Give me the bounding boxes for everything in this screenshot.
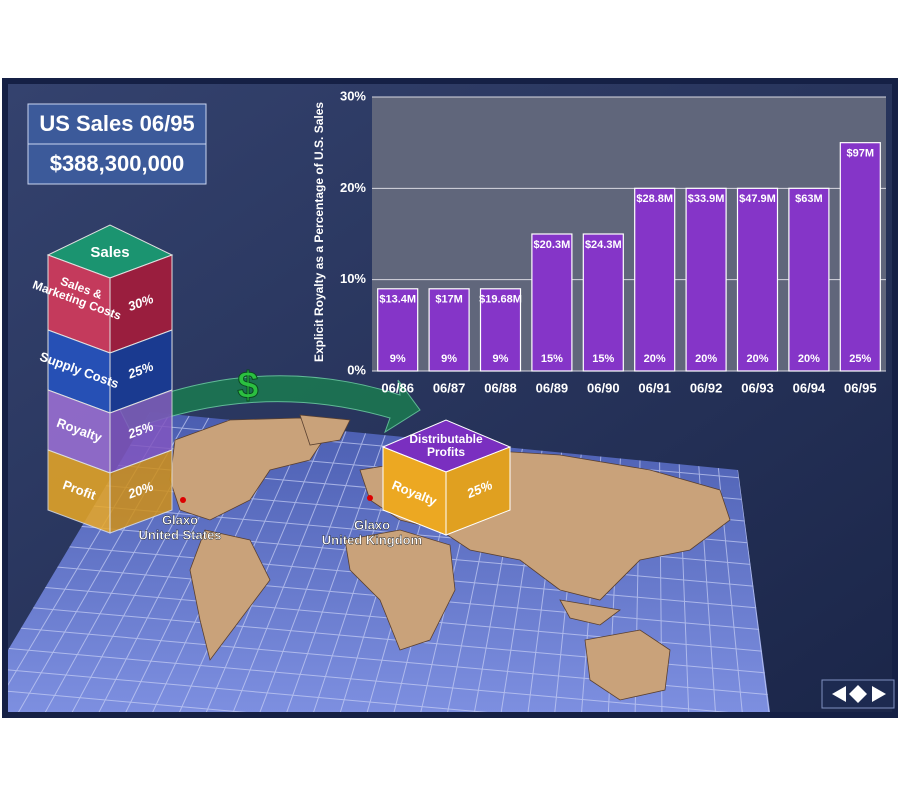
bar (839, 142, 881, 372)
nav-next[interactable] (872, 686, 886, 702)
map-grid-line (229, 431, 347, 712)
map-label: Glaxo (354, 517, 390, 532)
bar-value-label: 15% (541, 353, 563, 365)
x-tick-label: 06/86 (381, 380, 414, 395)
bar-value-label: 20% (798, 353, 820, 365)
indonesia (559, 599, 621, 626)
bar-value-label: 9% (441, 353, 457, 365)
panel-title-box (27, 103, 207, 145)
y-axis-label: Explicit Royalty as a Percentage of U.S.… (312, 102, 326, 362)
bar (788, 187, 830, 372)
x-tick-label: 06/87 (433, 380, 466, 395)
x-tick-label: 06/88 (484, 380, 517, 395)
panel-amount-box (27, 143, 207, 185)
cube-side (445, 446, 511, 536)
bar (685, 187, 727, 372)
bar (428, 288, 470, 372)
x-tick-label: 06/93 (741, 380, 774, 395)
map-grid-line (8, 625, 770, 707)
bar (479, 288, 522, 372)
bar-amount-label: $20.3M (534, 239, 571, 251)
south-america (189, 529, 271, 661)
bar-value-label: 20% (746, 353, 768, 365)
bar-amount-label: $17M (435, 294, 463, 306)
y-tick-label: 20% (340, 180, 366, 195)
us-marker (180, 497, 186, 503)
stack-side (109, 449, 173, 534)
bar-value-label: 20% (644, 353, 666, 365)
dollar-sign: $ (237, 365, 258, 407)
bar-value-label: 9% (390, 353, 406, 365)
bar (736, 187, 779, 372)
bar-amount-label: $63M (795, 193, 823, 205)
x-tick-label: 06/94 (793, 380, 826, 395)
map-label: United Kingdom (322, 532, 422, 547)
bar-value-label: 9% (493, 353, 509, 365)
map-grid-line (8, 582, 770, 664)
x-tick-label: 06/89 (536, 380, 569, 395)
bar-amount-label: $47.9M (739, 193, 776, 205)
panel-title: US Sales 06/95 (39, 111, 194, 136)
bar-value-label: 20% (695, 353, 717, 365)
bar-amount-label: $97M (847, 148, 875, 160)
cube-top-label: Distributable Profits (409, 432, 483, 459)
bar-amount-label: $13.4M (379, 294, 416, 306)
map-grid-line (8, 647, 770, 712)
map-grid-line (8, 604, 770, 686)
greenland (299, 414, 351, 446)
panel-amount: $388,300,000 (50, 151, 185, 176)
map-grid-line (8, 561, 770, 643)
bar (582, 233, 624, 372)
x-tick-label: 06/91 (638, 380, 671, 395)
bar-amount-label: $28.8M (636, 193, 673, 205)
nav-prev[interactable] (832, 686, 846, 702)
bar-amount-label: $19.68M (479, 294, 522, 306)
bar-value-label: 25% (849, 353, 871, 365)
africa (344, 529, 456, 651)
y-tick-label: 10% (340, 271, 366, 286)
stack-top-label: Sales (90, 244, 129, 261)
x-tick-label: 06/92 (690, 380, 723, 395)
map-label: Glaxo (162, 512, 198, 527)
map-grid-line (737, 469, 770, 712)
y-tick-label: 30% (340, 88, 366, 103)
nav-home[interactable] (849, 685, 867, 703)
bar (377, 288, 419, 372)
y-tick-label: 0% (347, 362, 366, 377)
bar-value-label: 15% (592, 353, 614, 365)
bar-amount-label: $24.3M (585, 239, 622, 251)
bar (531, 233, 573, 372)
australia (584, 629, 671, 701)
map-grid-line (8, 668, 770, 712)
transfer-arrow (119, 375, 421, 434)
uk-marker (367, 495, 373, 501)
map-grid-line (8, 690, 770, 712)
map-label: United States (138, 527, 221, 542)
x-tick-label: 06/95 (844, 380, 877, 395)
bar (634, 187, 676, 372)
north-america (169, 417, 331, 521)
bar-amount-label: $33.9M (688, 193, 725, 205)
map-grid-line (8, 711, 770, 712)
x-tick-label: 06/90 (587, 380, 620, 395)
